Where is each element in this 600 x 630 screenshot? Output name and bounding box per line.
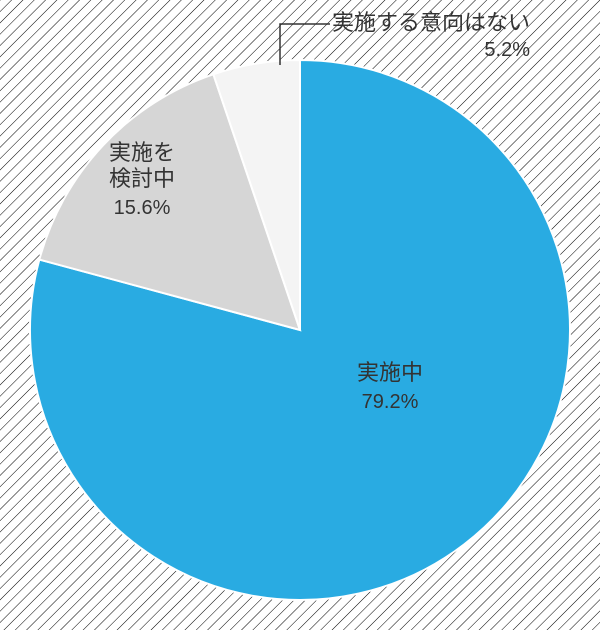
slice-label-considering-line1: 実施を [109, 140, 175, 165]
pie-chart: 実施中 79.2% 実施を検討中 15.6% 実施する意向はない 5.2% [0, 0, 600, 630]
slice-label-considering-line2: 検討中 [109, 166, 175, 191]
slice-pct-implementing: 79.2% [362, 391, 419, 413]
slice-pct-considering: 15.6% [114, 197, 171, 219]
slice-label-no-intention: 実施する意向はない [332, 10, 530, 35]
slice-pct-no-intention: 5.2% [484, 39, 530, 61]
slice-label-implementing: 実施中 [357, 360, 423, 385]
